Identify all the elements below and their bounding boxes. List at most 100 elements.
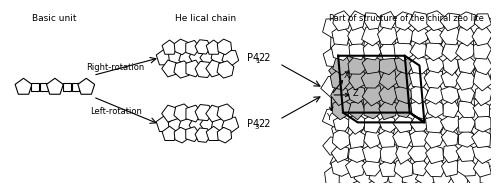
Polygon shape: [480, 49, 501, 68]
Text: Y: Y: [326, 113, 331, 122]
Polygon shape: [400, 46, 420, 70]
Polygon shape: [440, 123, 463, 143]
Polygon shape: [362, 143, 383, 163]
Polygon shape: [332, 26, 350, 45]
Polygon shape: [432, 18, 455, 38]
Polygon shape: [473, 55, 492, 75]
Polygon shape: [349, 41, 367, 60]
Polygon shape: [222, 51, 238, 67]
Polygon shape: [348, 114, 367, 134]
Polygon shape: [457, 28, 476, 46]
Polygon shape: [162, 105, 178, 122]
Polygon shape: [378, 129, 396, 147]
Polygon shape: [174, 104, 191, 121]
Polygon shape: [433, 137, 452, 157]
Polygon shape: [385, 49, 405, 70]
Polygon shape: [473, 39, 491, 59]
Polygon shape: [211, 47, 228, 64]
Polygon shape: [457, 56, 477, 74]
Polygon shape: [331, 145, 349, 162]
Polygon shape: [410, 115, 430, 132]
Polygon shape: [475, 113, 491, 132]
Polygon shape: [217, 127, 231, 143]
Polygon shape: [331, 158, 350, 176]
Polygon shape: [465, 165, 485, 185]
Polygon shape: [386, 78, 407, 96]
Polygon shape: [441, 86, 459, 104]
Polygon shape: [480, 164, 501, 185]
Polygon shape: [331, 84, 350, 106]
Polygon shape: [211, 118, 228, 135]
Polygon shape: [455, 32, 478, 54]
Polygon shape: [348, 11, 365, 30]
Polygon shape: [347, 152, 365, 172]
Polygon shape: [430, 48, 452, 68]
Polygon shape: [195, 40, 211, 54]
Polygon shape: [162, 60, 178, 77]
Polygon shape: [408, 63, 429, 84]
Polygon shape: [394, 56, 414, 74]
Polygon shape: [463, 47, 485, 67]
Polygon shape: [425, 130, 444, 148]
Text: X: X: [344, 71, 350, 80]
Polygon shape: [409, 70, 430, 88]
Polygon shape: [348, 145, 367, 162]
Polygon shape: [474, 84, 492, 106]
Polygon shape: [168, 117, 184, 135]
Polygon shape: [349, 72, 365, 90]
Polygon shape: [424, 89, 446, 112]
Polygon shape: [346, 91, 367, 112]
Polygon shape: [443, 98, 459, 118]
Text: Basic unit: Basic unit: [32, 14, 76, 23]
Polygon shape: [411, 99, 429, 119]
Polygon shape: [379, 31, 398, 54]
FancyBboxPatch shape: [72, 83, 79, 91]
Text: Part of structure of the chiral zeo lite: Part of structure of the chiral zeo lite: [329, 14, 484, 23]
Polygon shape: [331, 90, 350, 112]
Polygon shape: [473, 101, 489, 117]
Polygon shape: [410, 91, 430, 113]
Polygon shape: [425, 116, 446, 133]
Polygon shape: [412, 158, 429, 176]
Polygon shape: [454, 62, 475, 82]
Polygon shape: [431, 75, 453, 97]
Polygon shape: [393, 149, 415, 171]
Polygon shape: [354, 166, 375, 185]
Polygon shape: [332, 40, 351, 60]
Polygon shape: [356, 46, 374, 68]
Polygon shape: [394, 62, 413, 83]
Polygon shape: [365, 13, 381, 30]
Polygon shape: [339, 48, 359, 69]
Polygon shape: [174, 127, 188, 143]
Polygon shape: [369, 18, 391, 38]
Polygon shape: [331, 31, 352, 54]
Polygon shape: [364, 113, 382, 133]
FancyBboxPatch shape: [63, 83, 71, 91]
Polygon shape: [323, 19, 345, 38]
Polygon shape: [473, 33, 493, 54]
Polygon shape: [402, 164, 421, 185]
Polygon shape: [330, 69, 350, 90]
Polygon shape: [379, 70, 397, 90]
Polygon shape: [217, 61, 234, 78]
Polygon shape: [457, 91, 476, 111]
Polygon shape: [474, 14, 491, 30]
Polygon shape: [449, 108, 469, 126]
Polygon shape: [411, 25, 428, 44]
Polygon shape: [186, 105, 202, 122]
Polygon shape: [473, 159, 491, 177]
Polygon shape: [379, 115, 397, 132]
Polygon shape: [425, 145, 444, 164]
Polygon shape: [195, 128, 211, 142]
Polygon shape: [394, 158, 413, 178]
Polygon shape: [206, 60, 222, 77]
Polygon shape: [383, 137, 406, 157]
FancyBboxPatch shape: [32, 83, 39, 91]
Polygon shape: [395, 31, 415, 53]
Polygon shape: [348, 26, 368, 45]
Polygon shape: [400, 18, 424, 39]
Polygon shape: [355, 16, 376, 39]
Polygon shape: [206, 105, 222, 122]
Polygon shape: [338, 136, 358, 158]
Polygon shape: [322, 108, 346, 127]
